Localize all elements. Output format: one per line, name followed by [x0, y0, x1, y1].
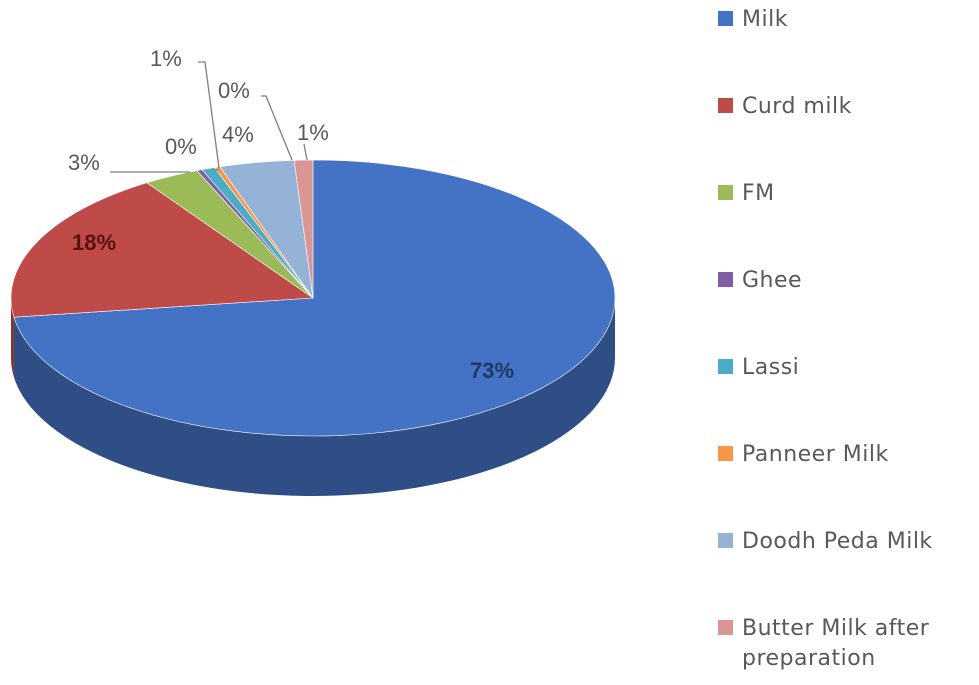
legend-item-panneer-milk: Panneer Milk — [718, 440, 889, 470]
legend-item-ghee: Ghee — [718, 266, 802, 296]
pie-top-face — [10, 159, 616, 437]
data-label-panneer-milk: 4% — [222, 122, 254, 147]
legend-item-doodh-peda-milk: Doodh Peda Milk — [718, 527, 933, 557]
legend-swatch — [718, 11, 733, 26]
legend-swatch — [718, 620, 733, 635]
legend-label: FM — [742, 181, 775, 206]
legend-swatch — [718, 98, 733, 113]
leader-line-butter-milk-after-preparation — [303, 143, 308, 161]
data-labels: 73% 18% 3% 0% 1% 4% 0% 1% — [68, 46, 514, 383]
legend-item-curd-milk: Curd milk — [718, 92, 852, 122]
data-label-doodh-peda-milk: 0% — [218, 78, 250, 103]
legend-label: Lassi — [742, 355, 800, 380]
legend-swatch — [718, 533, 733, 548]
data-label-fm: 3% — [68, 150, 100, 175]
legend-swatch — [718, 446, 733, 461]
legend-label: Butter Milk after preparation — [742, 616, 930, 671]
pie-side-milk — [13, 298, 615, 496]
pie-slice-milk — [13, 159, 616, 437]
data-label-lassi: 1% — [150, 46, 182, 71]
legend-label: Ghee — [742, 268, 803, 293]
data-label-curd-milk: 18% — [72, 230, 116, 255]
legend-item-milk: Milk — [718, 5, 788, 35]
data-label-ghee: 0% — [165, 134, 197, 159]
legend-item-lassi: Lassi — [718, 353, 799, 383]
legend-swatch — [718, 272, 733, 287]
legend-label: Curd milk — [742, 94, 852, 119]
legend-item-butter-milk: Butter Milk after preparation — [718, 614, 973, 674]
legend-swatch — [718, 185, 733, 200]
pie-side-curd-milk — [11, 298, 14, 378]
leader-line-lassi — [198, 61, 220, 169]
leader-lines — [110, 61, 308, 173]
pie-side-wall — [11, 298, 615, 496]
leader-line-doodh-peda-milk — [261, 95, 293, 161]
legend-label: Milk — [742, 7, 788, 32]
pie-slice-butter-milk-after-preparation — [293, 159, 314, 299]
data-label-milk: 73% — [470, 358, 514, 383]
legend-label: Panneer Milk — [742, 442, 889, 467]
legend-item-fm: FM — [718, 179, 775, 209]
data-label-butter-milk-after-preparation: 1% — [297, 120, 329, 145]
legend-swatch — [718, 359, 733, 374]
legend-label: Doodh Peda Milk — [742, 529, 933, 554]
pie-slice-curd-milk — [10, 182, 314, 318]
